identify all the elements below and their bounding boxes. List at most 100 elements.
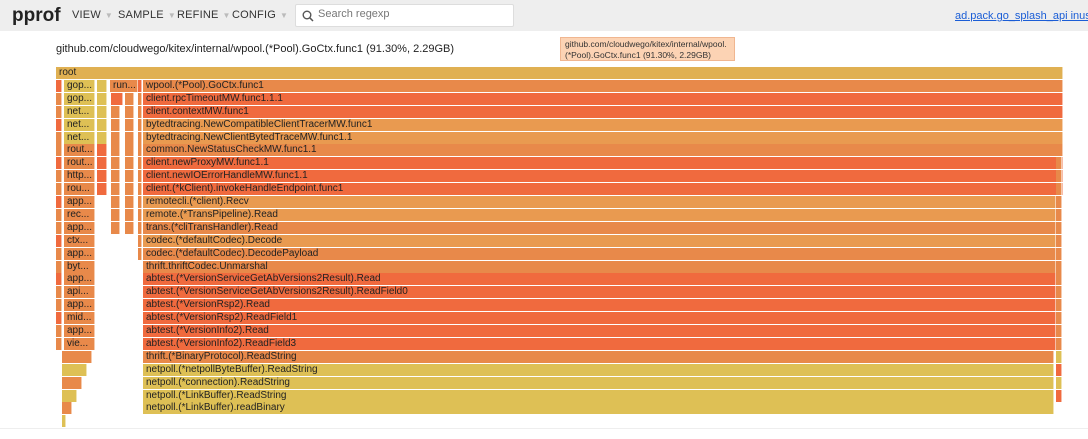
flame-frame-small[interactable] bbox=[56, 312, 62, 325]
flame-frame-small[interactable] bbox=[1056, 389, 1062, 402]
flame-frame[interactable]: net... bbox=[64, 105, 95, 118]
flame-frame-small[interactable] bbox=[62, 350, 92, 363]
flame-frame-small[interactable] bbox=[125, 105, 134, 118]
flame-frame-small[interactable] bbox=[62, 389, 77, 402]
flame-frame[interactable]: net... bbox=[64, 118, 95, 131]
menu-refine[interactable]: REFINE ▼ bbox=[177, 9, 231, 21]
flame-frame-small[interactable] bbox=[138, 221, 142, 234]
flame-frame[interactable]: app... bbox=[64, 247, 95, 260]
flame-frame-small[interactable] bbox=[111, 170, 120, 183]
flame-frame[interactable]: client.rpcTimeoutMW.func1.1.1 bbox=[143, 92, 1063, 105]
flame-frame-small[interactable] bbox=[138, 157, 142, 170]
flame-frame-small[interactable] bbox=[138, 170, 142, 183]
flame-frame-small[interactable] bbox=[56, 273, 62, 286]
flame-frame-small[interactable] bbox=[56, 183, 62, 196]
flame-frame-small[interactable] bbox=[56, 196, 62, 208]
flame-frame-small[interactable] bbox=[62, 402, 72, 415]
flame-frame-small[interactable] bbox=[56, 79, 62, 92]
flame-frame-small[interactable] bbox=[111, 196, 120, 208]
flame-frame-small[interactable] bbox=[62, 363, 87, 376]
search-input[interactable] bbox=[318, 8, 508, 20]
flame-frame-small[interactable] bbox=[1056, 350, 1062, 363]
flame-frame-small[interactable] bbox=[62, 376, 82, 389]
flame-frame-small[interactable] bbox=[62, 415, 66, 428]
flame-frame-small[interactable] bbox=[97, 144, 107, 157]
flame-frame[interactable]: rec... bbox=[64, 208, 95, 221]
flame-frame-small[interactable] bbox=[1056, 196, 1062, 208]
flame-frame-small[interactable] bbox=[111, 157, 120, 170]
flame-frame-small[interactable] bbox=[56, 247, 62, 260]
flame-frame-small[interactable] bbox=[1056, 273, 1062, 286]
flame-frame-small[interactable] bbox=[111, 144, 120, 157]
flame-frame[interactable]: netpoll.(*LinkBuffer).ReadString bbox=[143, 389, 1054, 402]
flame-frame-small[interactable] bbox=[56, 118, 62, 131]
flame-frame-small[interactable] bbox=[97, 118, 107, 131]
flame-frame[interactable]: gop... bbox=[64, 79, 95, 92]
flame-frame-root[interactable]: root bbox=[56, 67, 1063, 79]
flame-frame-small[interactable] bbox=[138, 196, 142, 208]
flame-frame-small[interactable] bbox=[97, 92, 107, 105]
search-box[interactable] bbox=[295, 4, 514, 27]
flame-frame-small[interactable] bbox=[97, 79, 107, 92]
flame-frame[interactable]: thrift.thriftCodec.Unmarshal bbox=[143, 260, 1056, 273]
flame-frame-small[interactable] bbox=[125, 170, 134, 183]
flame-frame-small[interactable] bbox=[56, 92, 62, 105]
flame-frame-small[interactable] bbox=[138, 79, 142, 92]
flame-frame-small[interactable] bbox=[97, 131, 107, 144]
flame-frame-small[interactable] bbox=[138, 208, 142, 221]
flame-frame-small[interactable] bbox=[111, 92, 123, 105]
flame-frame-small[interactable] bbox=[56, 325, 62, 337]
flame-frame[interactable]: abtest.(*VersionServiceGetAbVersions2Res… bbox=[143, 273, 1056, 286]
flame-frame-small[interactable] bbox=[125, 221, 134, 234]
flame-frame-small[interactable] bbox=[138, 247, 142, 260]
flame-frame-small[interactable] bbox=[56, 234, 62, 247]
flame-frame[interactable]: thrift.(*BinaryProtocol).ReadString bbox=[143, 350, 1054, 363]
flame-frame-small[interactable] bbox=[1056, 260, 1062, 273]
flame-frame[interactable]: ctx... bbox=[64, 234, 95, 247]
flame-frame-small[interactable] bbox=[1056, 312, 1062, 325]
flame-frame-small[interactable] bbox=[56, 208, 62, 221]
flame-frame[interactable]: app... bbox=[64, 221, 95, 234]
flame-frame-small[interactable] bbox=[56, 144, 62, 157]
flame-frame-small[interactable] bbox=[111, 183, 120, 196]
menu-config[interactable]: CONFIG ▼ bbox=[232, 9, 288, 21]
flame-frame[interactable]: rou... bbox=[64, 183, 95, 196]
flame-frame-small[interactable] bbox=[56, 221, 62, 234]
flame-frame-small[interactable] bbox=[1056, 183, 1062, 196]
flame-frame[interactable]: abtest.(*VersionInfo2).ReadField3 bbox=[143, 337, 1056, 350]
flame-frame-small[interactable] bbox=[125, 208, 134, 221]
flame-frame-small[interactable] bbox=[56, 260, 62, 273]
flame-frame-small[interactable] bbox=[56, 105, 62, 118]
flame-frame-small[interactable] bbox=[1056, 221, 1062, 234]
flame-frame-small[interactable] bbox=[56, 170, 62, 183]
flame-frame-small[interactable] bbox=[111, 221, 120, 234]
flame-frame-small[interactable] bbox=[111, 208, 120, 221]
flame-frame-small[interactable] bbox=[1056, 234, 1062, 247]
flame-frame[interactable]: client.newProxyMW.func1.1 bbox=[143, 157, 1063, 170]
flame-frame[interactable]: netpoll.(*LinkBuffer).readBinary bbox=[143, 402, 1054, 415]
flame-frame-small[interactable] bbox=[1056, 247, 1062, 260]
flame-frame[interactable]: common.NewStatusCheckMW.func1.1 bbox=[143, 144, 1063, 157]
flame-frame[interactable]: codec.(*defaultCodec).DecodePayload bbox=[143, 247, 1056, 260]
flame-frame-small[interactable] bbox=[97, 183, 107, 196]
flame-frame-small[interactable] bbox=[138, 144, 142, 157]
flame-frame-small[interactable] bbox=[1056, 299, 1062, 312]
flame-frame[interactable]: http... bbox=[64, 170, 95, 183]
flame-frame[interactable]: bytedtracing.NewCompatibleClientTracerMW… bbox=[143, 118, 1063, 131]
flame-frame[interactable]: run... bbox=[110, 79, 138, 92]
flame-frame[interactable]: abtest.(*VersionRsp2).ReadField1 bbox=[143, 312, 1056, 325]
flame-frame-small[interactable] bbox=[138, 183, 142, 196]
flame-frame-small[interactable] bbox=[125, 196, 134, 208]
flame-frame-small[interactable] bbox=[56, 337, 62, 350]
flame-frame[interactable]: net... bbox=[64, 131, 95, 144]
flame-frame-small[interactable] bbox=[138, 92, 142, 105]
flame-frame-small[interactable] bbox=[138, 118, 142, 131]
flame-frame[interactable]: netpoll.(*netpollByteBuffer).ReadString bbox=[143, 363, 1054, 376]
flame-frame-small[interactable] bbox=[125, 131, 134, 144]
flame-frame-small[interactable] bbox=[125, 157, 134, 170]
flame-frame[interactable]: trans.(*cliTransHandler).Read bbox=[143, 221, 1056, 234]
flame-frame[interactable]: wpool.(*Pool).GoCtx.func1 bbox=[143, 79, 1063, 92]
flame-frame-small[interactable] bbox=[138, 234, 142, 247]
flame-frame-small[interactable] bbox=[97, 105, 107, 118]
flame-frame-small[interactable] bbox=[56, 157, 62, 170]
